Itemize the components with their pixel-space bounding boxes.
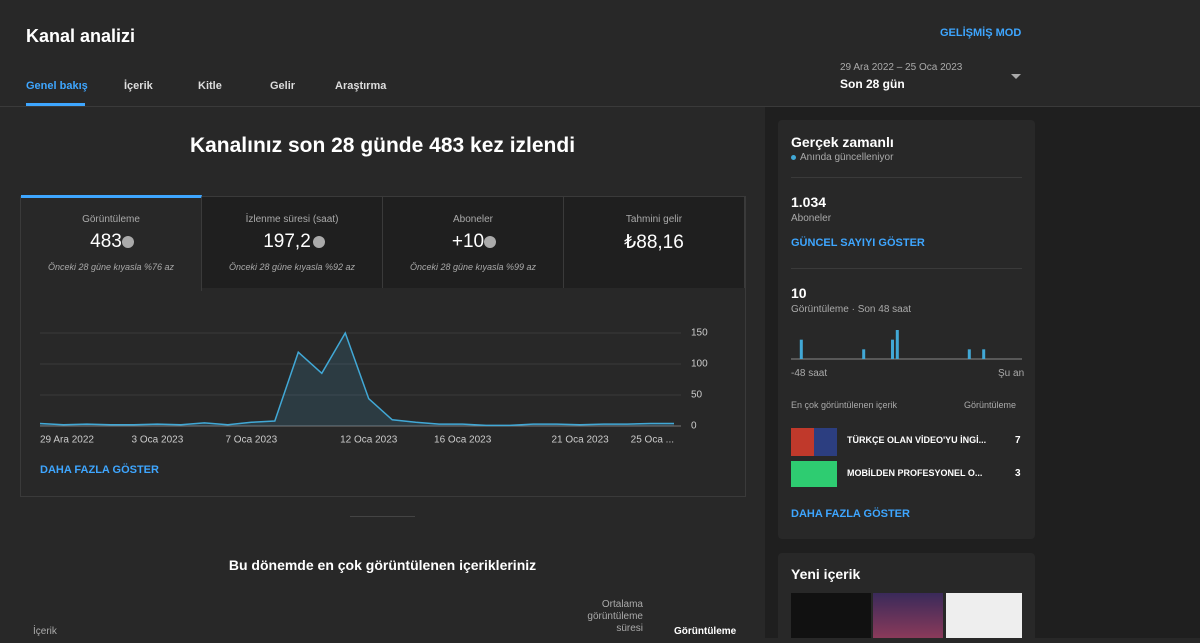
tab-underline (26, 103, 85, 106)
header (0, 0, 1200, 107)
metric-tab[interactable] (21, 195, 202, 291)
divider (791, 268, 1022, 269)
realtime-chart (791, 330, 1022, 360)
show-count[interactable]: GÜNCEL SAYIYI GÖSTER (791, 237, 925, 249)
area-fill (40, 333, 674, 426)
advanced-mode[interactable]: GELİŞMİŞ MOD (940, 27, 1022, 39)
tab[interactable]: Genel bakış (26, 80, 88, 92)
page-title: Kanal analizi (26, 26, 136, 46)
thumbnail[interactable] (791, 428, 837, 456)
thumbnail[interactable] (791, 461, 837, 487)
metric-comparison: Önceki 28 güne kıyasla %92 az (228, 262, 356, 272)
col-views: Görüntüleme (674, 626, 737, 637)
y-tick-label: 100 (691, 359, 708, 370)
metric-label: Aboneler (452, 214, 494, 225)
metric-value: 483 (90, 231, 122, 252)
down-icon (122, 236, 134, 248)
new-content-title: Yeni içerik (791, 566, 861, 582)
view-count: 10 (791, 285, 807, 301)
item-views: 7 (1015, 435, 1021, 446)
rt-x-start: -48 saat (791, 368, 828, 379)
down-icon (484, 236, 496, 248)
metric-label: Tahmini gelir (625, 214, 683, 225)
bar (891, 339, 894, 359)
bar (967, 349, 971, 359)
x-tick-label: 12 Oca 2023 (340, 435, 398, 446)
item-title[interactable]: TÜRKÇE OLAN VİDEO'YU İNGİ... (847, 435, 987, 445)
metric-value: ₺88,16 (624, 232, 684, 253)
show-more[interactable]: DAHA FAZLA GÖSTER (791, 508, 910, 520)
x-tick-label: 16 Oca 2023 (434, 435, 492, 446)
metric-label: İzlenme süresi (saat) (245, 214, 339, 225)
x-tick-label: 7 Oca 2023 (225, 435, 277, 446)
realtime-title: Gerçek zamanlı (791, 134, 894, 150)
divider (350, 516, 415, 517)
live-dot (791, 155, 796, 160)
x-tick-label: 3 Oca 2023 (132, 435, 184, 446)
metric-value: +10 (451, 231, 485, 252)
metrics-box (20, 196, 746, 497)
y-tick-label: 150 (691, 328, 708, 339)
col-content: İçerik (33, 626, 57, 637)
metric-tab[interactable] (202, 197, 383, 288)
metric-tab[interactable] (383, 197, 564, 288)
down-icon (313, 236, 325, 248)
tab[interactable]: Kitle (198, 80, 222, 92)
thumbnail[interactable] (873, 593, 943, 638)
x-tick-label: 29 Ara 2022 (40, 435, 94, 446)
line (39, 331, 674, 427)
bar (982, 349, 986, 359)
divider (791, 177, 1022, 178)
tab[interactable]: Araştırma (335, 80, 387, 92)
thumbnail[interactable] (791, 593, 871, 638)
x-tick-label: 25 Oca ... (631, 435, 674, 446)
y-tick-label: 50 (691, 390, 703, 401)
thumbnail[interactable] (946, 593, 1022, 638)
realtime-subtitle: Anında güncelleniyor (800, 152, 894, 163)
top-col: Görüntüleme (964, 400, 1017, 410)
top-header: En çok görüntülenen içerik (791, 400, 898, 410)
subscriber-count: 1.034 (791, 194, 827, 210)
metric-tab[interactable] (564, 197, 745, 288)
date-range: 29 Ara 2022 – 25 Oca 2023 (840, 62, 963, 73)
item-views: 3 (1015, 468, 1021, 479)
subscriber-label: Aboneler (791, 213, 832, 224)
metric-comparison: Önceki 28 güne kıyasla %76 az (47, 262, 175, 272)
chart: 0 50 100 150 29 Ara 2022 3 Oca 2023 7 Oca 2023… (39, 328, 708, 446)
section-title: Bu dönemde en çok görüntülenen içerikler… (228, 557, 537, 573)
bar (862, 349, 866, 359)
rt-x-end: Şu an (998, 368, 1025, 379)
bar (799, 339, 803, 359)
metric-value: 197,2 (263, 231, 311, 252)
show-more[interactable]: DAHA FAZLA GÖSTER (40, 464, 159, 476)
item-title[interactable]: MOBİLDEN PROFESYONEL O... (847, 468, 983, 478)
headline: Kanalınız son 28 günde 483 kez izlendi (189, 134, 576, 157)
y-tick-label: 0 (691, 421, 697, 432)
bar (895, 330, 899, 359)
tab[interactable]: Gelir (270, 80, 296, 92)
dropdown-arrow[interactable] (1011, 74, 1021, 84)
x-tick-label: 21 Oca 2023 (551, 435, 609, 446)
tab[interactable]: İçerik (124, 80, 153, 92)
metric-comparison: Önceki 28 güne kıyasla %99 az (409, 262, 537, 272)
metric-label: Görüntüleme (82, 214, 140, 225)
col-avg: Ortalama görüntüleme süresi (587, 599, 643, 634)
period[interactable]: Son 28 gün (840, 77, 905, 91)
view-label: Görüntüleme · Son 48 saat (791, 304, 912, 315)
